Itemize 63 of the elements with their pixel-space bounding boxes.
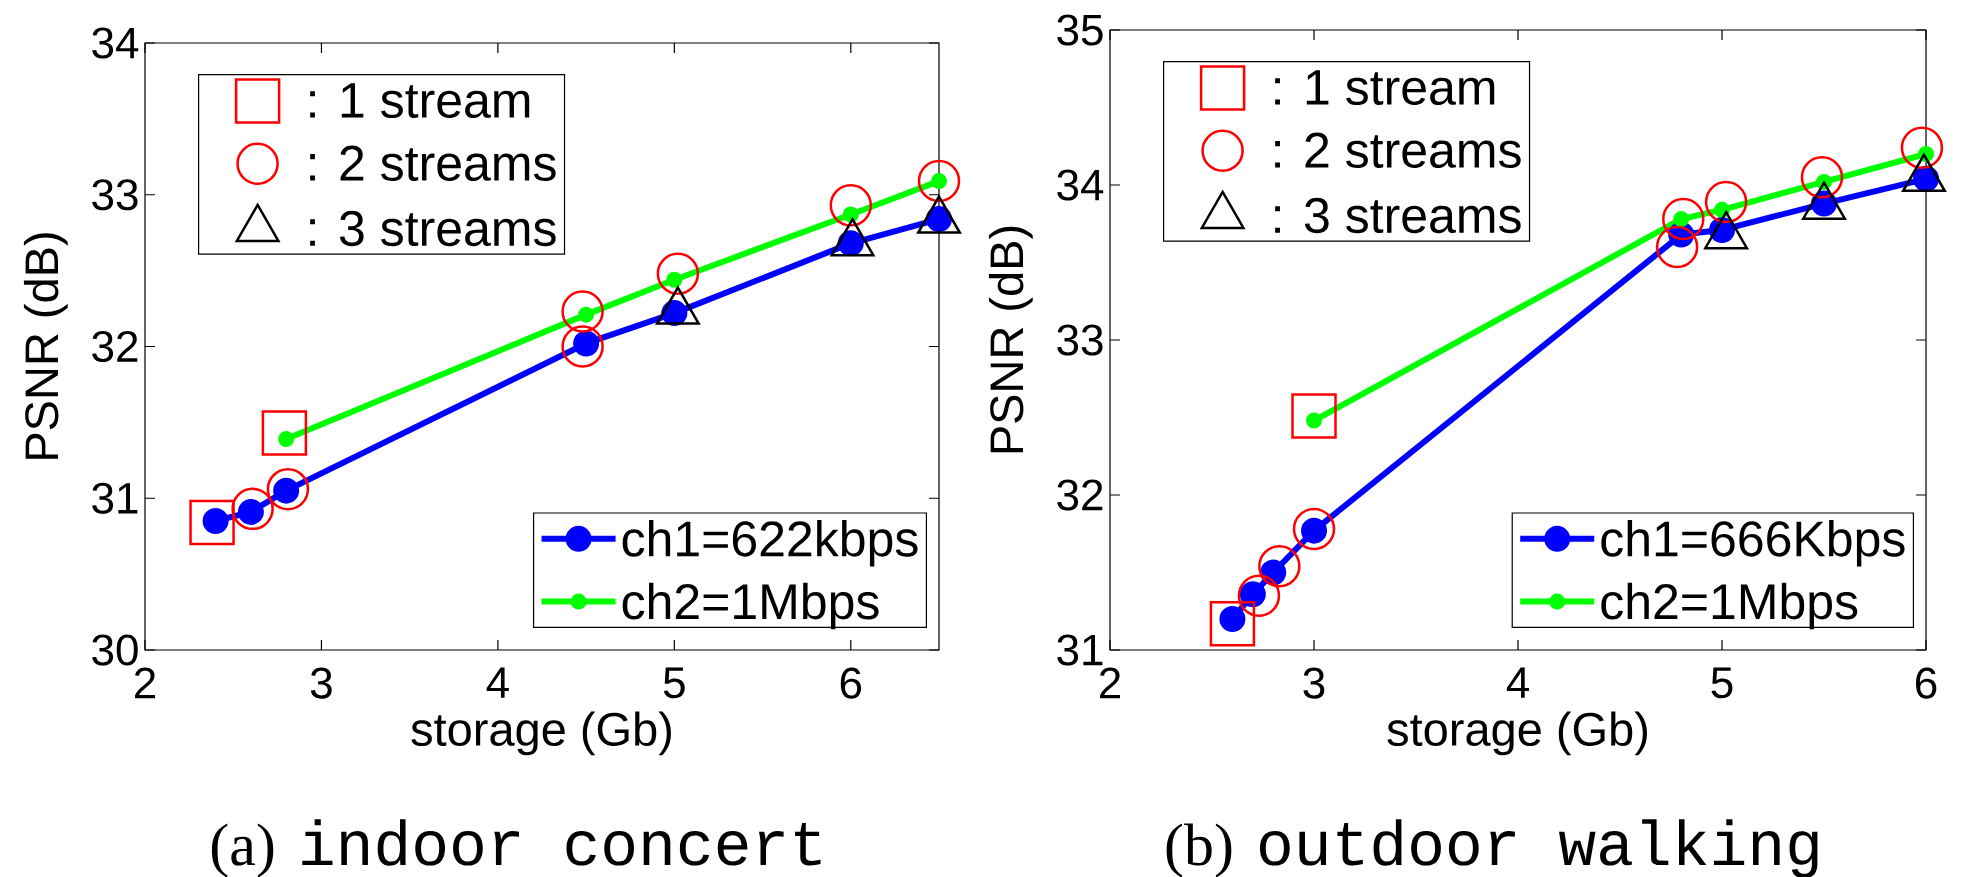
legend-label: : 3 streams	[1275, 197, 1521, 234]
point	[231, 487, 274, 531]
legend-label: : 2 streams	[1275, 132, 1521, 168]
point	[189, 499, 235, 546]
point	[1704, 180, 1748, 224]
y-tick-label: 33	[92, 179, 138, 211]
x-tick-label: 4	[486, 667, 509, 698]
y-axis-title: PSNR (dB)	[988, 226, 1033, 453]
point	[917, 159, 961, 203]
legend-label: ch2=1Mbps	[1601, 582, 1858, 630]
point	[202, 508, 229, 535]
x-tick-label: 6	[1916, 667, 1937, 699]
x-tick-label: 5	[663, 667, 685, 699]
x-tick-label: 6	[840, 667, 862, 699]
x-tick-label: 4	[1506, 667, 1529, 698]
text: indoor concert	[302, 819, 821, 866]
legend-label: : 1 stream	[1275, 70, 1495, 106]
legend-label: : 2 streams	[310, 145, 556, 181]
point	[1662, 197, 1705, 241]
y-tick-label: 32	[92, 330, 138, 363]
text: (a)	[211, 823, 274, 877]
point	[1237, 574, 1281, 617]
x-tick-label: 2	[134, 667, 156, 699]
point	[829, 184, 873, 227]
point	[1292, 507, 1336, 551]
legend-label: ch2=1Mbps	[622, 582, 879, 630]
y-tick-label: 30	[92, 634, 138, 666]
x-tick-label: 3	[1303, 667, 1325, 699]
x-tick-label: 5	[1711, 667, 1733, 699]
point	[1219, 606, 1246, 632]
x-axis-title: storage (Gb)	[411, 711, 671, 756]
y-tick-label: 31	[92, 482, 138, 514]
point	[278, 431, 295, 448]
legend-label: : 1 stream	[310, 83, 530, 119]
point	[561, 290, 604, 333]
x-tick-label: 3	[310, 667, 332, 699]
point	[1900, 126, 1944, 170]
point	[837, 230, 864, 257]
legend-label: ch1=666Kbps	[1601, 519, 1905, 567]
point	[926, 206, 953, 233]
legend-label: : 3 streams	[310, 210, 556, 247]
point	[656, 252, 700, 295]
y-tick-label: 33	[1057, 324, 1103, 356]
point	[842, 206, 859, 223]
y-tick-label: 32	[1057, 479, 1103, 511]
text: (b)	[1166, 823, 1232, 877]
point	[1209, 600, 1256, 647]
point	[1291, 393, 1337, 439]
y-tick-label: 35	[1057, 14, 1103, 46]
y-tick-label: 34	[1057, 169, 1104, 201]
point	[266, 467, 310, 511]
x-tick-label: 2	[1100, 667, 1121, 699]
y-axis-title: PSNR (dB)	[23, 233, 68, 459]
x-axis-title: storage (Gb)	[1387, 711, 1647, 756]
y-tick-label: 31	[1057, 634, 1103, 666]
point	[1655, 225, 1699, 269]
point	[1306, 412, 1323, 429]
point	[561, 325, 604, 368]
legend-label: ch1=622kbps	[622, 519, 918, 567]
y-tick-label: 34	[92, 27, 139, 59]
point	[1800, 155, 1844, 199]
point	[1258, 545, 1301, 588]
point	[261, 410, 308, 456]
